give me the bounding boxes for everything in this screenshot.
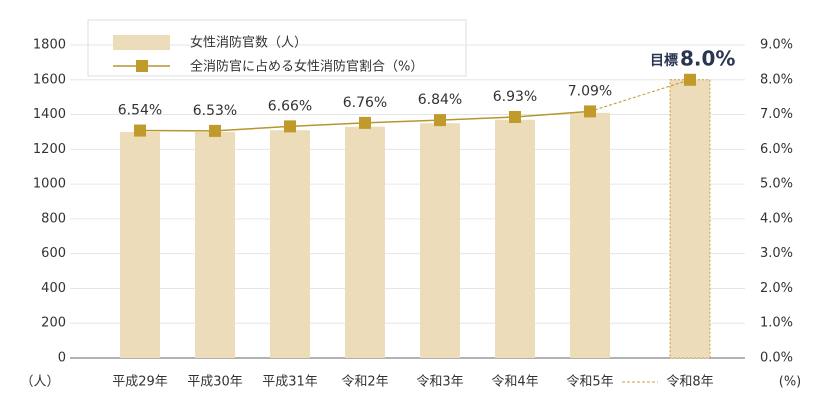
legend-label: 全消防官に占める女性消防官割合（%） bbox=[190, 59, 423, 75]
bar bbox=[270, 130, 310, 358]
bar bbox=[195, 131, 235, 358]
legend-label: 女性消防官数（人） bbox=[190, 35, 307, 51]
x-tick-label: 平成29年 bbox=[112, 375, 168, 390]
value-label: 7.09% bbox=[568, 83, 612, 99]
y2-tick-label: 7.0% bbox=[760, 107, 793, 122]
y-tick-label: 1200 bbox=[33, 142, 66, 157]
marker bbox=[359, 116, 371, 129]
bar bbox=[669, 79, 711, 359]
bar bbox=[495, 119, 535, 359]
y2-axis-label: (%) bbox=[779, 375, 802, 390]
x-tick-label: 令和5年 bbox=[566, 375, 613, 390]
x-tick-label: 平成31年 bbox=[262, 375, 318, 390]
marker bbox=[584, 105, 596, 118]
x-tick-label: 令和4年 bbox=[491, 375, 538, 390]
value-label: 6.93% bbox=[493, 89, 537, 105]
value-label: 6.53% bbox=[193, 103, 237, 119]
y-tick-label: 0 bbox=[58, 351, 66, 366]
marker bbox=[684, 73, 696, 86]
bar bbox=[345, 126, 385, 358]
y-axis-label: （人） bbox=[20, 375, 59, 390]
y2-tick-label: 2.0% bbox=[760, 281, 793, 296]
value-label: 8.0% bbox=[680, 46, 735, 70]
y-tick-label: 400 bbox=[41, 281, 66, 296]
bar bbox=[420, 123, 460, 358]
projected-line bbox=[589, 79, 691, 112]
y-tick-label: 200 bbox=[41, 316, 66, 331]
marker bbox=[434, 114, 446, 127]
y-tick-label: 1400 bbox=[33, 107, 66, 122]
value-label: 6.84% bbox=[418, 92, 462, 108]
legend-marker bbox=[136, 60, 148, 72]
marker bbox=[284, 120, 296, 133]
y2-tick-label: 9.0% bbox=[760, 38, 793, 53]
value-label: 6.76% bbox=[343, 95, 387, 111]
y2-tick-label: 6.0% bbox=[760, 142, 793, 157]
value-label: 6.54% bbox=[118, 103, 162, 119]
y-tick-label: 1800 bbox=[33, 38, 66, 53]
x-tick-label: 平成30年 bbox=[187, 375, 243, 390]
x-tick-label: 令和2年 bbox=[341, 375, 388, 390]
y2-tick-label: 0.0% bbox=[760, 351, 793, 366]
bar bbox=[120, 131, 160, 358]
marker bbox=[509, 110, 521, 123]
y2-tick-label: 5.0% bbox=[760, 177, 793, 192]
value-label: 6.66% bbox=[268, 98, 312, 114]
marker bbox=[209, 124, 221, 137]
y-tick-label: 800 bbox=[41, 211, 66, 226]
legend-swatch bbox=[113, 35, 170, 50]
y2-tick-label: 1.0% bbox=[760, 316, 793, 331]
bar bbox=[570, 112, 610, 358]
marker bbox=[134, 124, 146, 137]
y2-tick-label: 4.0% bbox=[760, 211, 793, 226]
x-tick-label: 令和8年 bbox=[666, 375, 713, 390]
annotation: 目標 bbox=[650, 52, 678, 69]
x-tick-label: 令和3年 bbox=[416, 375, 463, 390]
y-tick-label: 1000 bbox=[33, 177, 66, 192]
y2-tick-label: 8.0% bbox=[760, 72, 793, 87]
y-tick-label: 1600 bbox=[33, 72, 66, 87]
y2-tick-label: 3.0% bbox=[760, 246, 793, 261]
y-tick-label: 600 bbox=[41, 246, 66, 261]
